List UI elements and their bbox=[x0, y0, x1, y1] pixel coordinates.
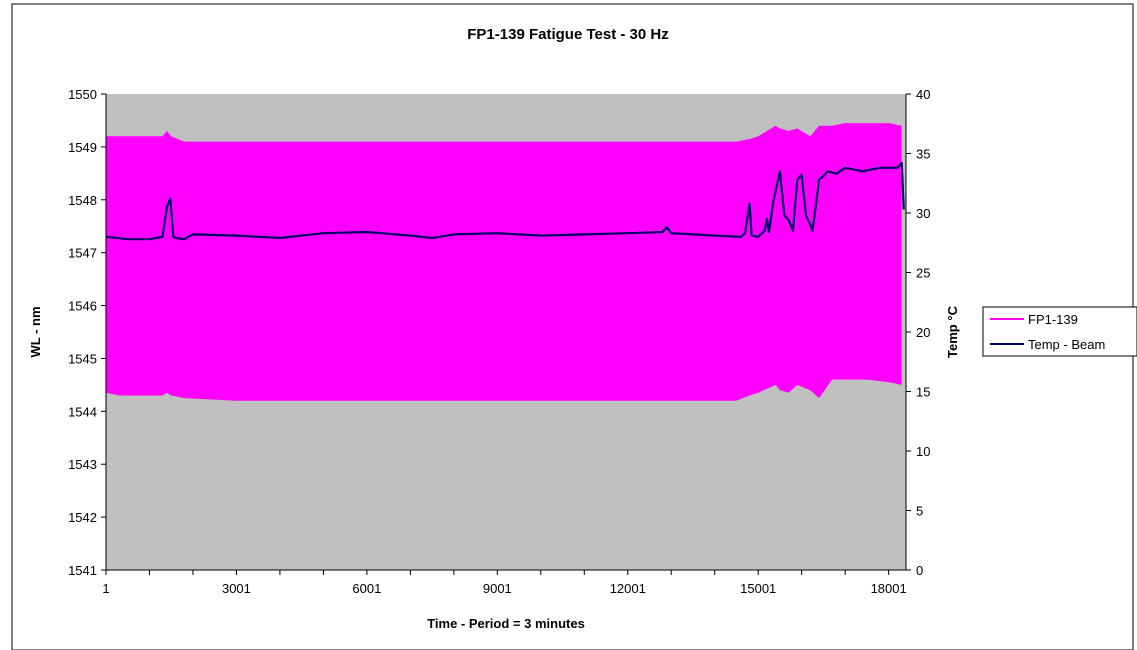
x-tick-label: 9001 bbox=[483, 581, 512, 596]
y2-tick-label: 35 bbox=[916, 147, 930, 162]
x-tick-label: 6001 bbox=[352, 581, 381, 596]
y-tick-label: 1545 bbox=[68, 351, 97, 366]
y-tick-label: 1541 bbox=[68, 563, 97, 578]
y-tick-label: 1546 bbox=[68, 299, 97, 314]
x-tick-label: 18001 bbox=[871, 581, 907, 596]
y2-tick-label: 5 bbox=[916, 504, 923, 519]
y2-tick-label: 20 bbox=[916, 325, 930, 340]
x-tick-label: 1 bbox=[102, 581, 109, 596]
y-tick-label: 1544 bbox=[68, 404, 97, 419]
y-tick-label: 1550 bbox=[68, 87, 97, 102]
y-axis-title: WL - nm bbox=[28, 306, 43, 357]
series-temp-beam-line bbox=[105, 161, 905, 241]
y2-tick-label: 40 bbox=[916, 87, 930, 102]
legend-label-temp-beam: Temp - Beam bbox=[1028, 337, 1105, 352]
legend: FP1-139 Temp - Beam bbox=[982, 306, 1137, 357]
x-tick-label: 3001 bbox=[222, 581, 251, 596]
y2-tick-label: 10 bbox=[916, 444, 930, 459]
y2-tick-label: 15 bbox=[916, 385, 930, 400]
y-tick-label: 1548 bbox=[68, 193, 97, 208]
x-axis-title: Time - Period = 3 minutes bbox=[427, 616, 585, 631]
x-tick-label: 15001 bbox=[740, 581, 776, 596]
legend-label-fp1-139: FP1-139 bbox=[1028, 312, 1078, 327]
series-layer bbox=[105, 123, 905, 401]
chart-title: FP1-139 Fatigue Test - 30 Hz bbox=[467, 26, 668, 43]
y-tick-label: 1547 bbox=[68, 246, 97, 261]
y2-tick-label: 25 bbox=[916, 266, 930, 281]
y-tick-label: 1543 bbox=[68, 457, 97, 472]
y2-tick-label: 0 bbox=[916, 563, 923, 578]
y2-tick-label: 30 bbox=[916, 206, 930, 221]
x-tick-label: 12001 bbox=[610, 581, 646, 596]
ticks-layer: 1541154215431544154515461547154815491550… bbox=[68, 87, 930, 596]
series-fp1-139-band bbox=[106, 123, 902, 401]
y-tick-label: 1549 bbox=[68, 140, 97, 155]
legend-box bbox=[982, 306, 1137, 357]
y-tick-label: 1542 bbox=[68, 510, 97, 525]
y2-axis-title: Temp °C bbox=[945, 305, 960, 358]
